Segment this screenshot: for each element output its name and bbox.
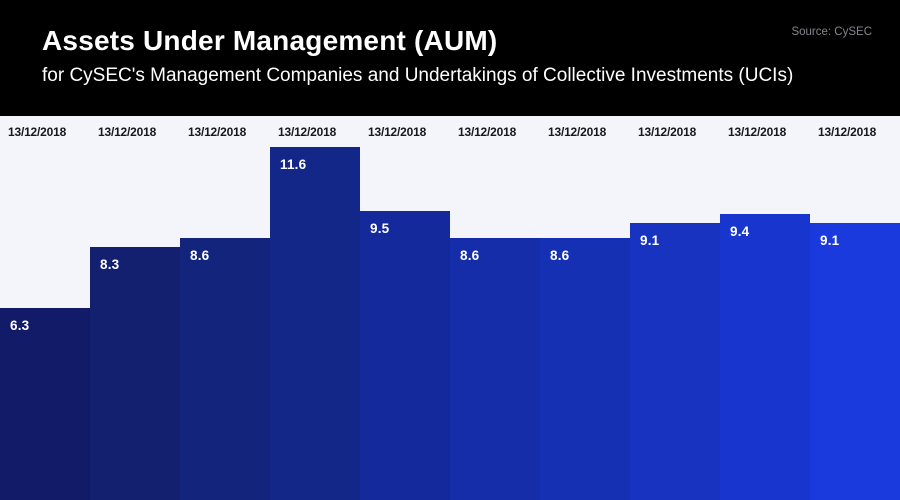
bar: 9.1 [810, 222, 900, 500]
bar: 8.6 [180, 237, 270, 500]
value-label: 9.1 [640, 232, 660, 248]
value-label: 8.6 [460, 247, 480, 263]
chart-column: 13/12/2018 11.6 [270, 116, 360, 500]
chart-column: 13/12/2018 8.3 [90, 116, 180, 500]
bar: 8.6 [450, 237, 540, 500]
category-label: 13/12/2018 [368, 125, 427, 139]
chart-column: 13/12/2018 8.6 [540, 116, 630, 500]
category-label: 13/12/2018 [458, 125, 517, 139]
bar: 9.4 [720, 213, 810, 500]
source-label: Source: CySEC [791, 26, 872, 38]
bar: 8.6 [540, 237, 630, 500]
bar-chart-plot: 13/12/2018 6.3 13/12/2018 8.3 13/12/2018 8.6 1… [0, 116, 900, 500]
category-label: 13/12/2018 [548, 125, 607, 139]
bar: 8.3 [90, 247, 180, 500]
chart-column: 13/12/2018 9.4 [720, 116, 810, 500]
category-label: 13/12/2018 [278, 125, 337, 139]
value-label: 11.6 [280, 156, 307, 172]
category-label: 13/12/2018 [728, 125, 787, 139]
bar: 9.5 [360, 210, 450, 500]
bar: 9.1 [630, 222, 720, 500]
chart-column: 13/12/2018 9.5 [360, 116, 450, 500]
chart-column: 13/12/2018 8.6 [450, 116, 540, 500]
category-label: 13/12/2018 [638, 125, 697, 139]
chart-column: 13/12/2018 6.3 [0, 116, 90, 500]
chart-column: 13/12/2018 8.6 [180, 116, 270, 500]
value-label: 6.3 [10, 318, 30, 333]
category-label: 13/12/2018 [8, 125, 67, 139]
chart-column: 13/12/2018 9.1 [810, 116, 900, 500]
value-label: 9.1 [820, 232, 840, 248]
chart-subtitle: for CySEC's Management Companies and Und… [42, 65, 794, 86]
value-label: 8.6 [190, 247, 210, 263]
category-label: 13/12/2018 [98, 125, 157, 139]
category-label: 13/12/2018 [818, 125, 877, 139]
value-label: 8.6 [550, 247, 570, 263]
chart-column: 13/12/2018 9.1 [630, 116, 720, 500]
chart-header: Source: CySEC Assets Under Management (A… [0, 0, 900, 116]
value-label: 9.4 [730, 223, 750, 239]
value-label: 9.5 [370, 220, 390, 236]
bar: 6.3 [0, 308, 90, 500]
chart-title: Assets Under Management (AUM) [42, 25, 498, 56]
value-label: 8.3 [100, 257, 120, 272]
category-label: 13/12/2018 [188, 125, 247, 139]
bar: 11.6 [270, 146, 360, 500]
